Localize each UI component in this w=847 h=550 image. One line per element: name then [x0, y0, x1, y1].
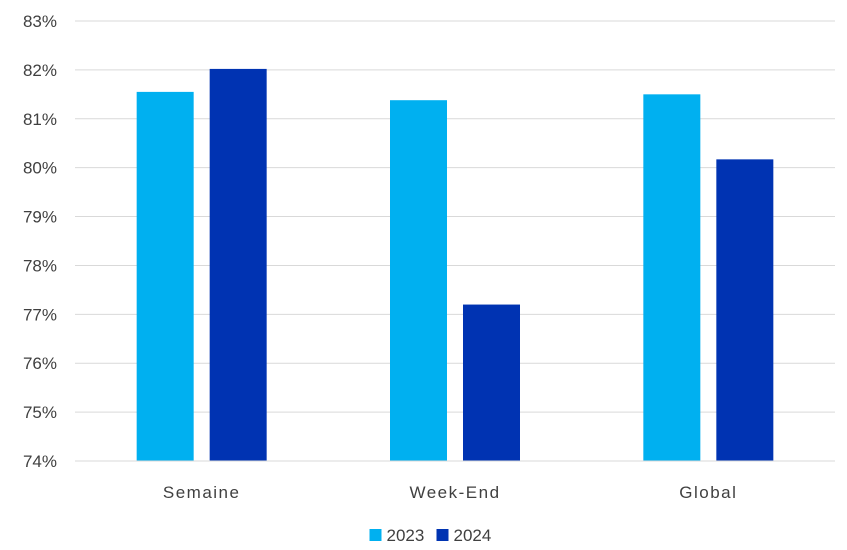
legend-swatch: [436, 529, 449, 541]
bar-global-2024: [716, 159, 774, 461]
y-axis-tick-labels: 74% 75% 76% 77% 78% 79% 80% 81% 82% 83%: [23, 12, 57, 471]
legend-label: 2024: [454, 526, 492, 545]
y-tick-label: 75%: [23, 403, 57, 422]
gridlines: [75, 20, 835, 413]
legend-swatch: [369, 529, 382, 541]
bar-semaine-2024: [209, 68, 267, 462]
x-category-label: Semaine: [163, 483, 241, 502]
y-tick-label: 83%: [23, 12, 57, 31]
bar-week-end-2023: [390, 100, 447, 461]
y-tick-label: 82%: [23, 61, 57, 80]
y-tick-label: 79%: [23, 208, 57, 227]
legend-item: 2023: [369, 526, 425, 545]
y-tick-label: 80%: [23, 159, 57, 178]
bars: [136, 68, 774, 462]
y-tick-label: 76%: [23, 354, 57, 373]
y-tick-label: 77%: [23, 305, 57, 324]
y-tick-label: 74%: [23, 452, 57, 471]
x-axis-category-labels: Semaine Week-End Global: [163, 483, 737, 502]
x-category-label: Week-End: [409, 483, 500, 502]
legend-label: 2023: [387, 526, 425, 545]
bar-global-2023: [643, 94, 701, 461]
legend: 2023 2024: [369, 526, 492, 545]
y-tick-label: 81%: [23, 110, 57, 129]
legend-item: 2024: [436, 526, 492, 545]
y-tick-label: 78%: [23, 256, 57, 275]
x-category-label: Global: [679, 483, 737, 502]
bar-semaine-2023: [136, 91, 194, 461]
bar-week-end-2024: [463, 304, 520, 461]
